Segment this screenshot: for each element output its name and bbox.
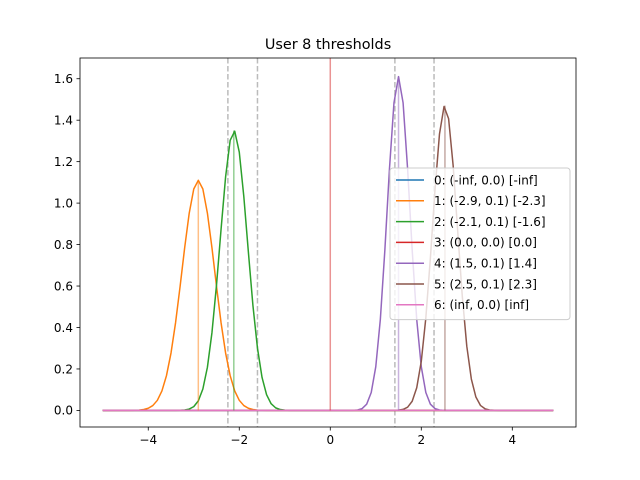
y-tick-label-2: 0.4	[54, 321, 73, 335]
axes-frame	[79, 57, 577, 428]
legend-label-3: 3: (0.0, 0.0) [0.0]	[434, 236, 537, 250]
y-tick-label-6: 1.2	[54, 155, 73, 169]
y-tick-label-1: 0.2	[54, 362, 73, 376]
legend: 0: (-inf, 0.0) [-inf] 1: (-2.9, 0.1) [-2.…	[389, 167, 571, 321]
y-tick-label-4: 0.8	[54, 238, 73, 252]
x-tick-label-3: 2	[417, 433, 425, 447]
chart-title: User 8 thresholds	[265, 37, 391, 53]
x-tick-label-4: 4	[508, 433, 516, 447]
y-tick-label-7: 1.4	[54, 113, 73, 127]
legend-label-4: 4: (1.5, 0.1) [1.4]	[434, 257, 537, 271]
legend-label-1: 1: (-2.9, 0.1) [-2.3]	[434, 194, 546, 208]
axes: −4 −2 0 2 4 0.0 0.2 0.4 0.6 0.8 1.0 1.2 1.4 1.6	[54, 57, 577, 447]
legend-label-5: 5: (2.5, 0.1) [2.3]	[434, 277, 537, 291]
legend-label-0: 0: (-inf, 0.0) [-inf]	[434, 173, 538, 187]
y-tick-label-5: 1.0	[54, 196, 73, 210]
x-tick-label-1: −2	[230, 433, 248, 447]
y-tick-label-8: 1.6	[54, 72, 73, 86]
legend-box	[389, 167, 571, 321]
x-tick-label-2: 0	[326, 433, 334, 447]
y-tick-label-0: 0.0	[54, 404, 73, 418]
legend-label-2: 2: (-2.1, 0.1) [-1.6]	[434, 215, 546, 229]
y-tick-label-3: 0.6	[54, 279, 73, 293]
x-tick-label-0: −4	[139, 433, 157, 447]
legend-label-6: 6: (inf, 0.0) [inf]	[434, 298, 529, 312]
